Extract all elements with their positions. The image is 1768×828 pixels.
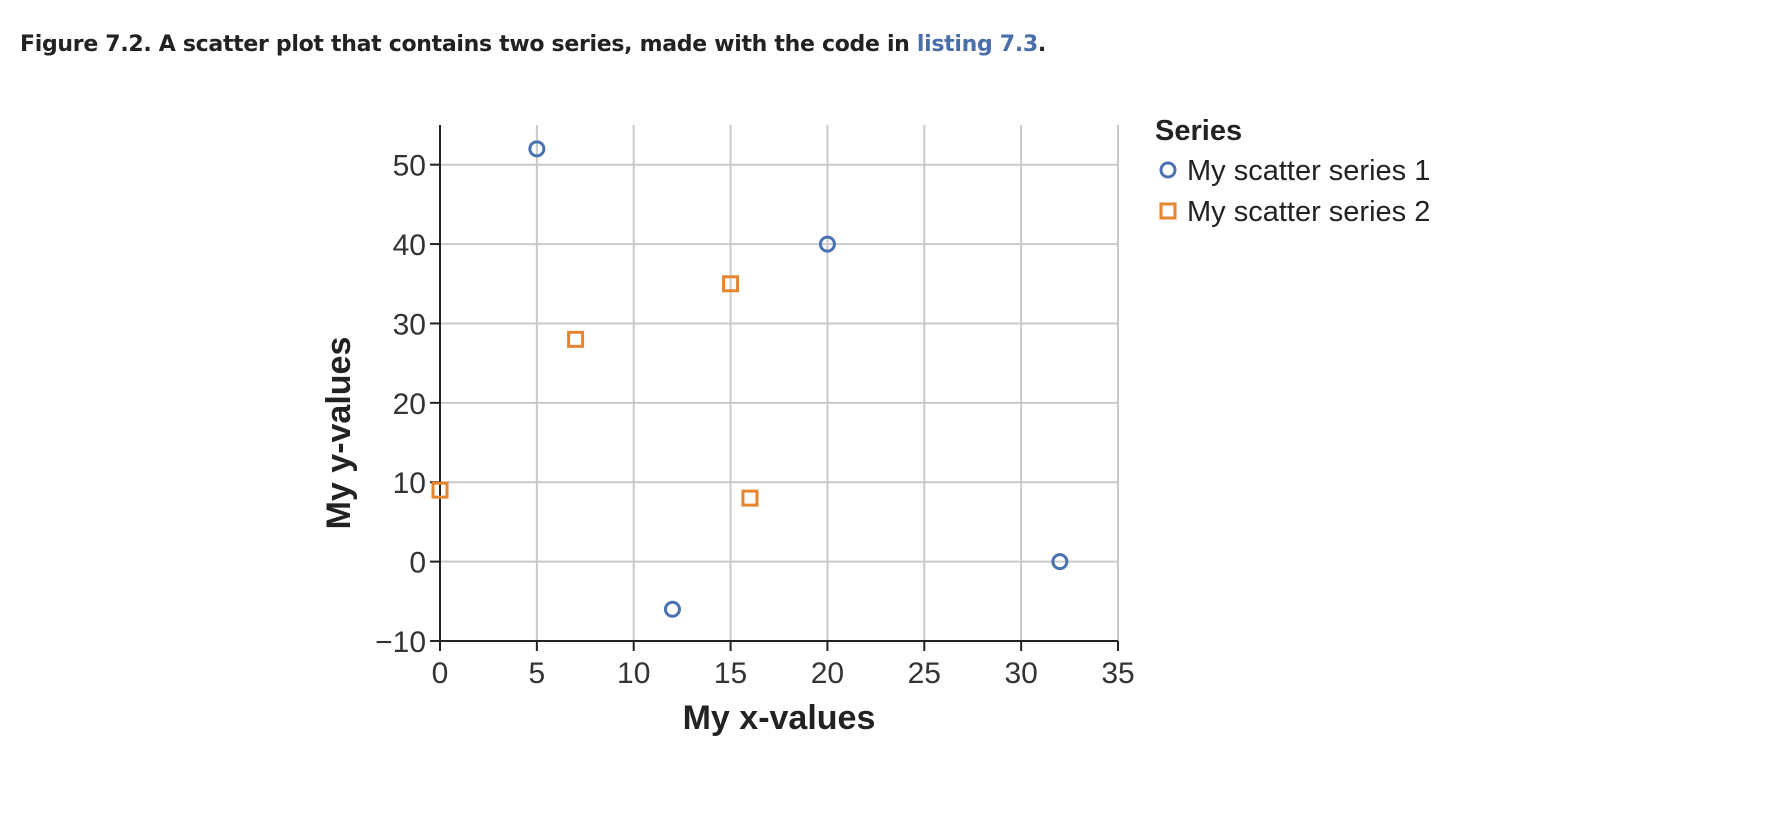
series-2-point bbox=[567, 330, 585, 348]
x-axis-title: My x-values bbox=[683, 699, 876, 737]
axes bbox=[430, 125, 1119, 651]
legend: Series My scatter series 1 My scatter ser… bbox=[1155, 115, 1430, 228]
series-2-point bbox=[722, 275, 740, 293]
y-tick-label: −10 bbox=[375, 626, 426, 659]
series-1-point bbox=[528, 140, 546, 158]
grid bbox=[440, 125, 1119, 641]
y-tick-label: 10 bbox=[393, 467, 426, 500]
y-axis-title: My y-values bbox=[320, 337, 358, 530]
series-1-point bbox=[663, 600, 681, 618]
y-tick-label: 50 bbox=[393, 150, 426, 183]
x-tick-label: 20 bbox=[811, 657, 844, 690]
legend-title: Series bbox=[1155, 115, 1242, 147]
x-tick-label: 0 bbox=[432, 657, 449, 690]
listing-link[interactable]: listing 7.3 bbox=[916, 32, 1038, 57]
series-2-point bbox=[741, 489, 759, 507]
x-tick-label: 5 bbox=[529, 657, 546, 690]
x-tick-label: 15 bbox=[714, 657, 747, 690]
x-tick-label: 25 bbox=[908, 657, 941, 690]
series-1-point bbox=[818, 235, 836, 253]
legend-marker-series-2 bbox=[1159, 202, 1177, 220]
x-tick-label: 30 bbox=[1004, 657, 1037, 690]
y-tick-label: 30 bbox=[393, 308, 426, 341]
series-1-point bbox=[1051, 553, 1069, 571]
figure-caption: Figure 7.2. A scatter plot that contains… bbox=[20, 32, 1046, 57]
x-tick-label: 35 bbox=[1101, 657, 1134, 690]
x-tick-label: 10 bbox=[617, 657, 650, 690]
y-tick-label: 40 bbox=[393, 229, 426, 262]
caption-suffix: . bbox=[1037, 32, 1046, 57]
series-2-point bbox=[431, 481, 449, 499]
y-tick-label: 20 bbox=[393, 388, 426, 421]
legend-label-series-2: My scatter series 2 bbox=[1187, 196, 1430, 228]
caption-text: Figure 7.2. A scatter plot that contains… bbox=[20, 32, 917, 57]
legend-marker-series-1 bbox=[1159, 161, 1177, 179]
y-tick-label: 0 bbox=[409, 547, 426, 580]
data-points bbox=[431, 140, 1069, 618]
legend-label-series-1: My scatter series 1 bbox=[1187, 155, 1430, 187]
